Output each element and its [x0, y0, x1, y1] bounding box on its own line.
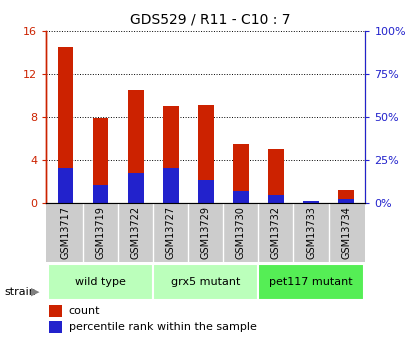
Text: GSM13717: GSM13717: [60, 206, 71, 259]
Text: percentile rank within the sample: percentile rank within the sample: [68, 322, 257, 332]
Text: GSM13727: GSM13727: [166, 206, 176, 259]
Text: GSM13734: GSM13734: [341, 206, 351, 259]
Bar: [268, 149, 284, 203]
Bar: [198, 105, 214, 203]
Bar: [338, 199, 354, 203]
Text: pet117 mutant: pet117 mutant: [269, 277, 353, 287]
Text: ▶: ▶: [31, 287, 39, 296]
Bar: [153, 264, 258, 300]
Bar: [163, 168, 178, 203]
Bar: [128, 90, 144, 203]
Text: GDS529 / R11 - C10 : 7: GDS529 / R11 - C10 : 7: [130, 12, 290, 26]
Bar: [338, 190, 354, 203]
Text: GSM13719: GSM13719: [96, 206, 105, 259]
Text: GSM13733: GSM13733: [306, 206, 316, 259]
Bar: [233, 144, 249, 203]
Bar: [258, 264, 364, 300]
Bar: [128, 173, 144, 203]
Text: count: count: [68, 306, 100, 316]
Bar: [198, 180, 214, 203]
Text: GSM13729: GSM13729: [201, 206, 211, 259]
Bar: [163, 106, 178, 203]
Bar: [93, 118, 108, 203]
Text: wild type: wild type: [75, 277, 126, 287]
Bar: [303, 201, 319, 203]
Text: strain: strain: [4, 287, 36, 296]
Bar: [268, 196, 284, 203]
Text: grx5 mutant: grx5 mutant: [171, 277, 241, 287]
Bar: [50, 321, 62, 333]
Text: GSM13722: GSM13722: [131, 206, 141, 259]
Bar: [58, 47, 74, 203]
Text: GSM13732: GSM13732: [271, 206, 281, 259]
Bar: [48, 264, 153, 300]
Bar: [93, 185, 108, 203]
Text: GSM13730: GSM13730: [236, 206, 246, 259]
Bar: [58, 168, 74, 203]
Bar: [233, 191, 249, 203]
Bar: [50, 305, 62, 317]
